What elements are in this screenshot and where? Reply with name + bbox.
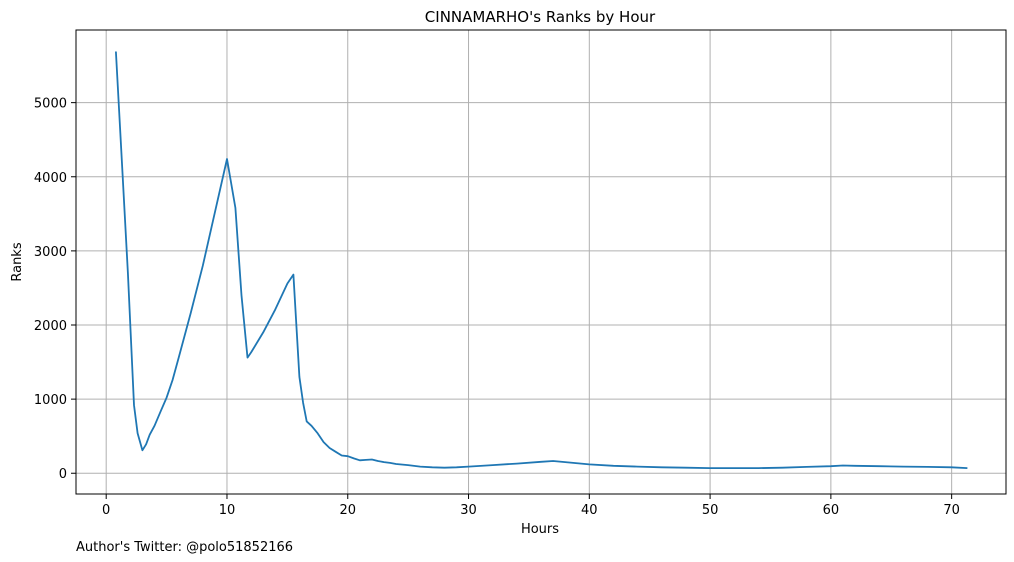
y-tick-label: 1000 [34, 393, 67, 408]
x-tick-label: 50 [702, 503, 719, 518]
x-tick-label: 0 [102, 503, 110, 518]
y-tick-label: 4000 [34, 171, 67, 186]
x-tick-label: 20 [339, 503, 356, 518]
axis-ticks: 0 10 20 30 40 50 60 70 0 1000 2000 3000 4000 5000 [34, 97, 960, 518]
chart-title: CINNAMARHO's Ranks by Hour [425, 8, 656, 26]
plot-frame [75, 29, 1007, 495]
x-tick-label: 40 [581, 503, 598, 518]
x-tick-label: 60 [823, 503, 840, 518]
x-axis-label: Hours [521, 522, 559, 537]
author-footnote: Author's Twitter: @polo51852166 [76, 540, 293, 555]
ranks-series-line [115, 51, 968, 470]
y-tick-label: 3000 [34, 245, 67, 260]
x-tick-label: 30 [460, 503, 477, 518]
y-tick-label: 5000 [34, 97, 67, 112]
y-axis-label: Ranks [10, 242, 25, 281]
x-tick-label: 10 [219, 503, 236, 518]
y-tick-label: 2000 [34, 319, 67, 334]
x-tick-label: 70 [943, 503, 960, 518]
y-tick-label: 0 [59, 467, 67, 482]
series-layer [115, 51, 968, 470]
grid-lines [76, 30, 1006, 494]
